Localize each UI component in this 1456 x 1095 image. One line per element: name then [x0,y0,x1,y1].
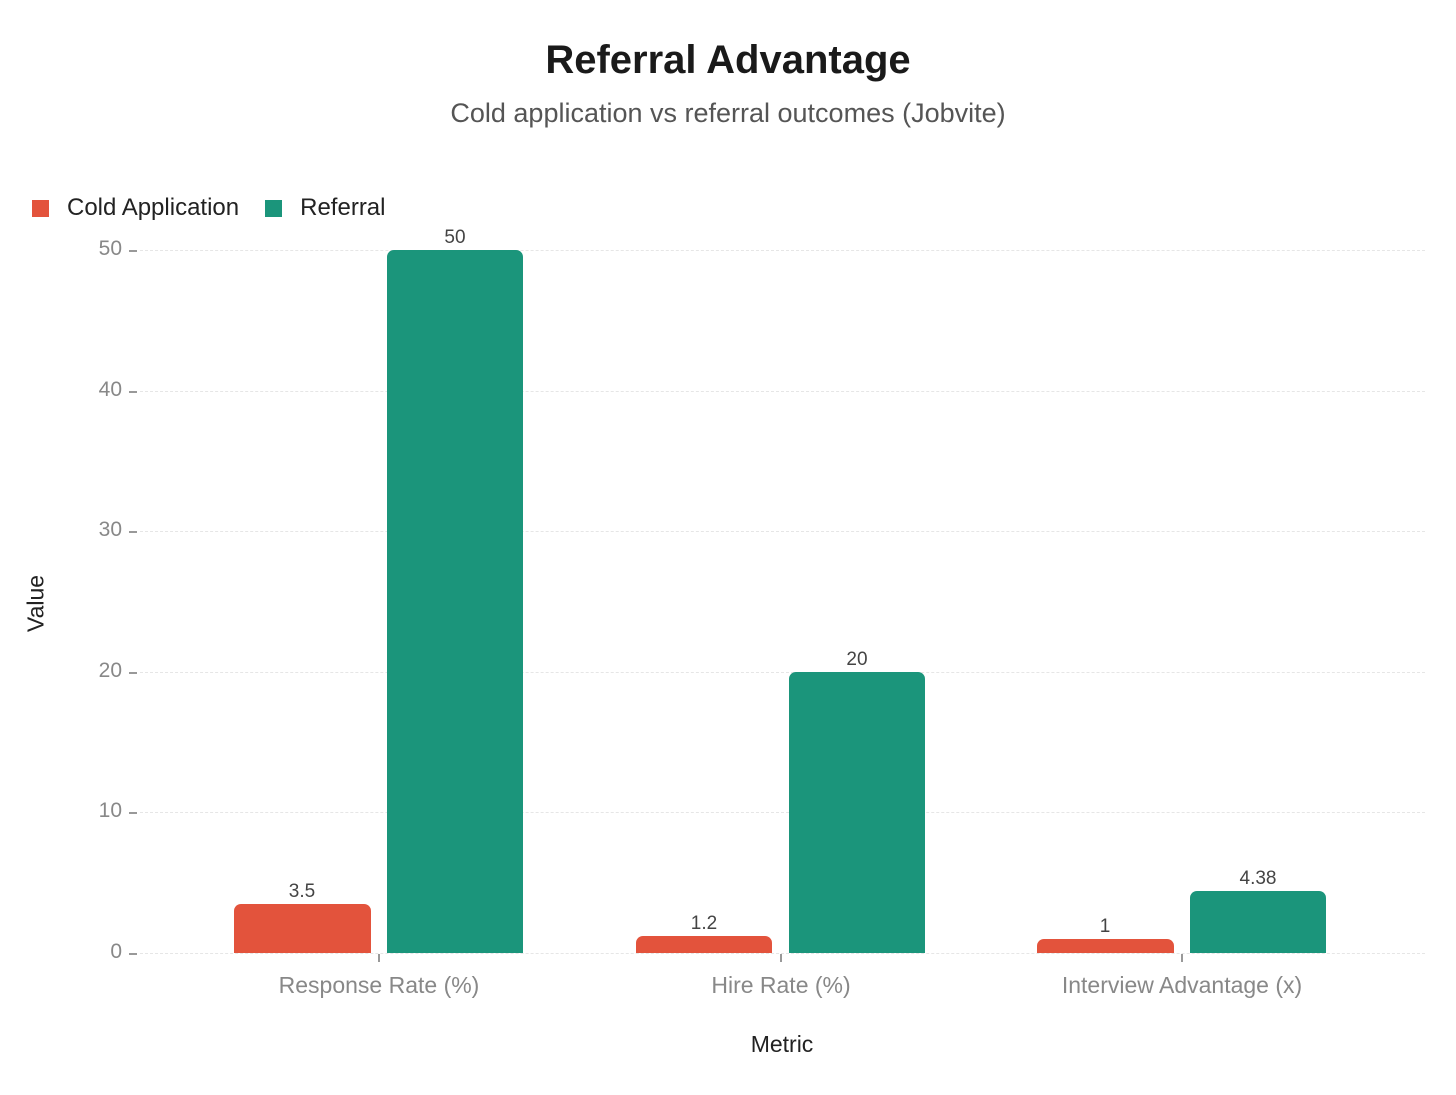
legend-swatch-referral [265,199,283,217]
chart-title: Referral Advantage [545,38,911,82]
legend-swatch-cold [32,199,49,217]
bar-referral-interview-advantage[interactable] [1190,891,1326,953]
bar-referral-response-rate[interactable] [387,250,523,953]
bar-cold-hire-rate[interactable] [636,936,772,953]
legend-label-referral: Referral [300,194,386,221]
xtick-label-response-rate: Response Rate (%) [278,972,480,998]
gridline-20 [140,672,1425,673]
ytick-mark [129,812,137,814]
value-label-referral-hire: 20 [846,649,868,670]
bar-referral-hire-rate[interactable] [789,672,925,953]
ytick-label-20: 20 [98,659,122,682]
bar-cold-interview-advantage[interactable] [1037,939,1174,953]
xtick-label-interview-advantage: Interview Advantage (x) [1061,972,1303,998]
ytick-mark [129,391,137,393]
ytick-mark [129,250,137,252]
xtick-mark [378,954,380,962]
gridline-0 [140,953,1425,954]
ytick-label-10: 10 [98,799,122,822]
ytick-mark [129,672,137,674]
ytick-label-0: 0 [110,940,122,963]
value-label-referral-response: 50 [444,227,466,248]
gridline-40 [140,391,1425,392]
xtick-mark [780,954,782,962]
y-axis-title: Value [22,574,49,633]
value-label-referral-interview: 4.38 [1239,868,1277,889]
legend-item-cold-application[interactable]: Cold Application [32,194,239,222]
xtick-label-hire-rate: Hire Rate (%) [711,972,851,998]
chart-subtitle: Cold application vs referral outcomes (J… [450,98,1006,128]
value-label-cold-interview: 1 [1099,916,1111,937]
legend-label-cold: Cold Application [67,194,240,221]
legend: Cold Application Referral [32,194,411,222]
value-label-cold-hire: 1.2 [690,913,718,934]
xtick-mark [1181,954,1183,962]
gridline-50 [140,250,1425,251]
gridline-10 [140,812,1425,813]
gridline-30 [140,531,1425,532]
ytick-mark [129,531,137,533]
ytick-label-30: 30 [98,518,122,541]
ytick-label-40: 40 [98,378,122,401]
bar-cold-response-rate[interactable] [234,904,371,953]
value-label-cold-response: 3.5 [288,881,316,902]
x-axis-title: Metric [750,1031,814,1057]
legend-item-referral[interactable]: Referral [265,194,385,222]
ytick-label-50: 50 [98,237,122,260]
ytick-mark [129,953,137,955]
